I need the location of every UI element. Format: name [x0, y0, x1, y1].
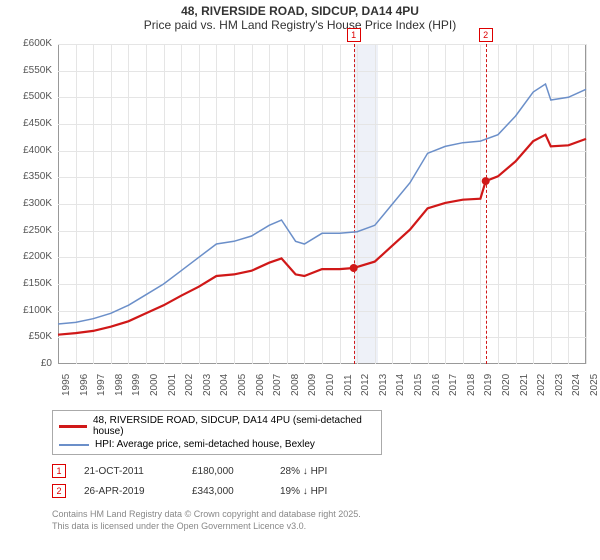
marker-table: 1 21-OCT-2011 £180,000 28% ↓ HPI 2 26-APR-201… [52, 461, 600, 501]
x-axis-label: 2020 [501, 374, 512, 396]
x-axis-label: 2009 [307, 374, 318, 396]
x-axis-label: 2010 [325, 374, 336, 396]
marker-date: 21-OCT-2011 [84, 466, 174, 477]
marker-badge-inline: 2 [52, 484, 66, 498]
x-axis-label: 1996 [79, 374, 90, 396]
x-axis-label: 2025 [589, 374, 600, 396]
marker-delta: 19% ↓ HPI [280, 486, 370, 497]
legend-swatch [59, 425, 87, 428]
legend-item: 48, RIVERSIDE ROAD, SIDCUP, DA14 4PU (se… [59, 414, 375, 438]
x-axis-label: 2004 [219, 374, 230, 396]
x-axis-label: 1998 [114, 374, 125, 396]
x-axis-label: 2002 [184, 374, 195, 396]
marker-date: 26-APR-2019 [84, 486, 174, 497]
marker-badge-inline: 1 [52, 464, 66, 478]
x-axis-label: 2015 [413, 374, 424, 396]
footer-line-1: Contains HM Land Registry data © Crown c… [52, 509, 600, 521]
footer-line-2: This data is licensed under the Open Gov… [52, 521, 600, 533]
marker-price: £180,000 [192, 466, 262, 477]
chart-title: 48, RIVERSIDE ROAD, SIDCUP, DA14 4PU [0, 4, 600, 18]
chart-subtitle: Price paid vs. HM Land Registry's House … [0, 18, 600, 32]
data-point-marker [482, 177, 490, 185]
marker-delta: 28% ↓ HPI [280, 466, 370, 477]
marker-row: 1 21-OCT-2011 £180,000 28% ↓ HPI [52, 461, 600, 481]
x-axis-label: 2012 [360, 374, 371, 396]
x-axis-label: 2001 [167, 374, 178, 396]
x-axis-label: 1997 [96, 374, 107, 396]
line-svg [10, 34, 588, 366]
x-axis-label: 2014 [395, 374, 406, 396]
x-axis-label: 1995 [61, 374, 72, 396]
data-point-marker [350, 264, 358, 272]
x-axis-label: 2011 [343, 374, 354, 396]
x-axis-label: 2000 [149, 374, 160, 396]
series-hpi [58, 84, 586, 324]
x-axis-label: 2005 [237, 374, 248, 396]
x-axis-label: 2003 [202, 374, 213, 396]
x-axis-label: 2018 [466, 374, 477, 396]
x-axis-label: 2013 [378, 374, 389, 396]
x-axis-label: 2006 [255, 374, 266, 396]
legend-swatch [59, 444, 89, 446]
title-block: 48, RIVERSIDE ROAD, SIDCUP, DA14 4PU Pri… [0, 0, 600, 34]
footer: Contains HM Land Registry data © Crown c… [52, 509, 600, 532]
x-axis-label: 2021 [519, 374, 530, 396]
marker-row: 2 26-APR-2019 £343,000 19% ↓ HPI [52, 481, 600, 501]
chart-area: £0£50K£100K£150K£200K£250K£300K£350K£400… [10, 34, 590, 404]
legend-label: 48, RIVERSIDE ROAD, SIDCUP, DA14 4PU (se… [93, 415, 375, 437]
x-axis-label: 2016 [431, 374, 442, 396]
marker-price: £343,000 [192, 486, 262, 497]
x-axis-label: 2008 [290, 374, 301, 396]
x-axis-label: 2019 [483, 374, 494, 396]
x-axis-label: 2022 [536, 374, 547, 396]
x-axis-label: 2017 [448, 374, 459, 396]
x-axis-label: 2023 [554, 374, 565, 396]
legend: 48, RIVERSIDE ROAD, SIDCUP, DA14 4PU (se… [52, 410, 382, 455]
legend-item: HPI: Average price, semi-detached house,… [59, 438, 375, 451]
x-axis-label: 2024 [571, 374, 582, 396]
x-axis-label: 2007 [272, 374, 283, 396]
legend-label: HPI: Average price, semi-detached house,… [95, 439, 315, 450]
x-axis-label: 1999 [131, 374, 142, 396]
chart-container: 48, RIVERSIDE ROAD, SIDCUP, DA14 4PU Pri… [0, 0, 600, 560]
series-price_paid [58, 135, 586, 335]
